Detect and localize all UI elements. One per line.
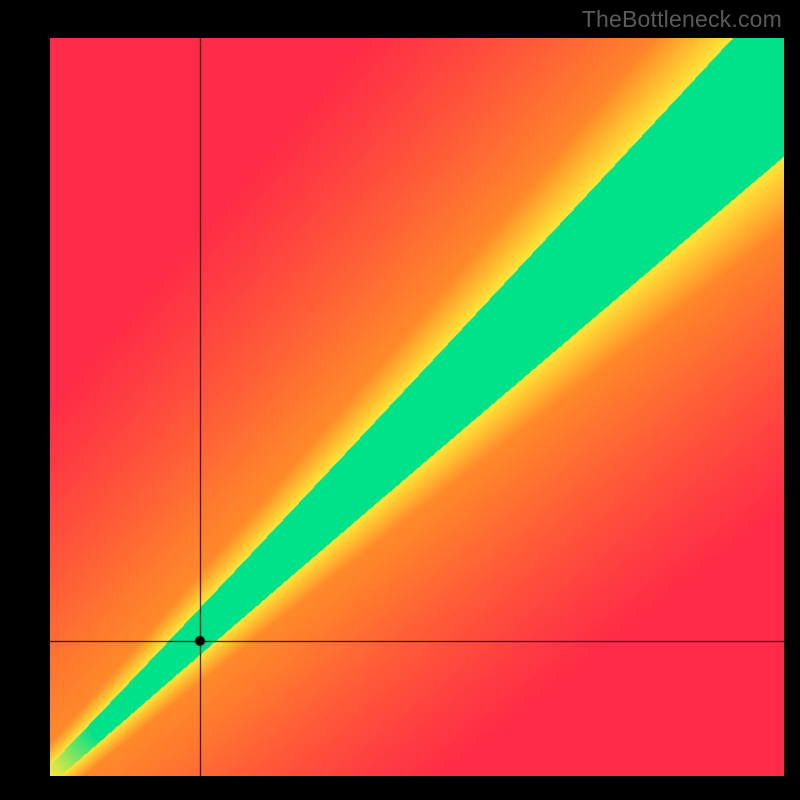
crosshair-overlay [50, 38, 784, 776]
watermark-text: TheBottleneck.com [582, 6, 782, 33]
chart-container: TheBottleneck.com [0, 0, 800, 800]
heatmap-plot-area [50, 38, 784, 776]
